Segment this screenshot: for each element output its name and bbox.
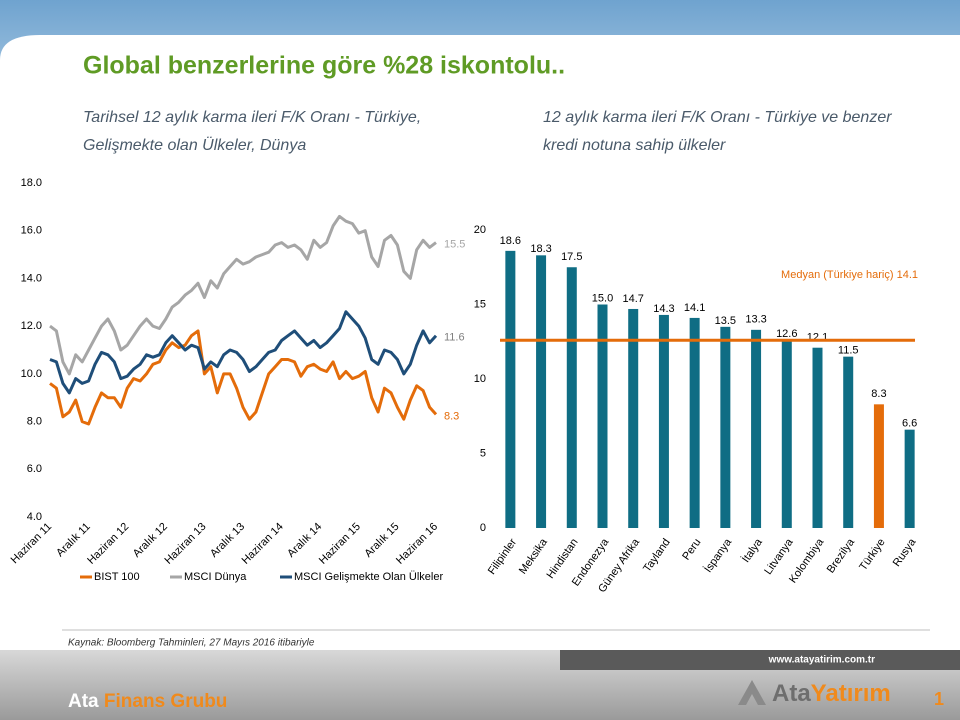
value-label: 12.6 — [776, 328, 797, 340]
bar — [536, 255, 547, 528]
series-line — [49, 329, 438, 426]
y-tick-label: 10 — [474, 373, 486, 385]
value-label: 14.7 — [623, 293, 644, 305]
y-tick-label: 6.0 — [27, 463, 42, 475]
brand-left-1: Ata — [68, 691, 99, 712]
content-panel — [0, 35, 960, 650]
legend-label: BIST 100 — [94, 571, 140, 583]
brand-right-2: Yatırım — [811, 680, 891, 707]
value-label: 15.0 — [592, 292, 613, 304]
bar — [597, 304, 608, 528]
brand-left: Ata Finans Grubu — [68, 691, 227, 712]
value-label: 6.6 — [902, 418, 917, 430]
bar — [628, 308, 639, 528]
end-label: 8.3 — [444, 410, 459, 422]
logo-icon — [738, 680, 766, 705]
y-tick-label: 20 — [474, 224, 486, 236]
source: Kaynak: Bloomberg Tahminleri, 27 Mayıs 2… — [68, 638, 315, 649]
y-tick-label: 0 — [480, 522, 486, 534]
y-tick-label: 14.0 — [21, 272, 42, 284]
y-tick-label: 15 — [474, 298, 486, 310]
bar — [812, 347, 823, 528]
brand-right-1: Ata — [772, 680, 811, 707]
value-label: 18.6 — [500, 235, 521, 247]
bar — [658, 314, 669, 528]
end-label: 15.5 — [444, 239, 465, 251]
value-label: 13.3 — [745, 314, 766, 326]
value-label: 8.3 — [871, 388, 886, 400]
y-tick-label: 4.0 — [27, 511, 42, 523]
slide-title: Global benzerlerine göre %28 iskontolu.. — [83, 52, 565, 80]
y-tick-label: 18.0 — [21, 177, 42, 189]
end-label: 11.6 — [444, 332, 465, 344]
series-line — [49, 310, 438, 395]
bar — [873, 404, 884, 528]
bar — [781, 340, 792, 528]
chart-title: Tarihsel 12 aylık karma ileri F/K Oranı … — [83, 109, 421, 126]
chart-title: kredi notuna sahip ülkeler — [543, 137, 726, 154]
chart-title: 12 aylık karma ileri F/K Oranı - Türkiye… — [543, 109, 892, 126]
bar — [689, 317, 700, 528]
brand-right: AtaYatırım — [772, 680, 891, 707]
bar — [751, 329, 762, 528]
bar — [843, 356, 854, 528]
value-label: 14.1 — [684, 302, 705, 314]
legend-label: MSCI Dünya — [184, 571, 247, 583]
value-label: 13.5 — [715, 315, 736, 327]
y-tick-label: 8.0 — [27, 415, 42, 427]
value-label: 14.3 — [653, 303, 674, 315]
value-label: 18.3 — [530, 243, 551, 255]
brand-left-2: Finans Grubu — [104, 691, 228, 712]
chart-title: Gelişmekte olan Ülkeler, Dünya — [83, 136, 306, 154]
bar — [720, 326, 731, 528]
value-label: 12.1 — [807, 332, 828, 344]
page-number: 1 — [934, 689, 944, 709]
url: www.atayatirim.com.tr — [768, 655, 875, 666]
bar — [904, 429, 915, 528]
value-label: 11.5 — [838, 345, 859, 357]
value-label: 17.5 — [561, 251, 582, 263]
y-tick-label: 16.0 — [21, 225, 42, 237]
y-tick-label: 5 — [480, 447, 486, 459]
y-tick-label: 10.0 — [21, 368, 42, 380]
bar — [566, 267, 577, 528]
url-strip — [560, 650, 960, 670]
bar — [505, 250, 516, 529]
series-line — [49, 214, 437, 376]
median-label: Medyan (Türkiye hariç) 14.1 — [781, 269, 918, 281]
y-tick-label: 12.0 — [21, 320, 42, 332]
legend-label: MSCI Gelişmekte Olan Ülkeler — [294, 571, 443, 583]
